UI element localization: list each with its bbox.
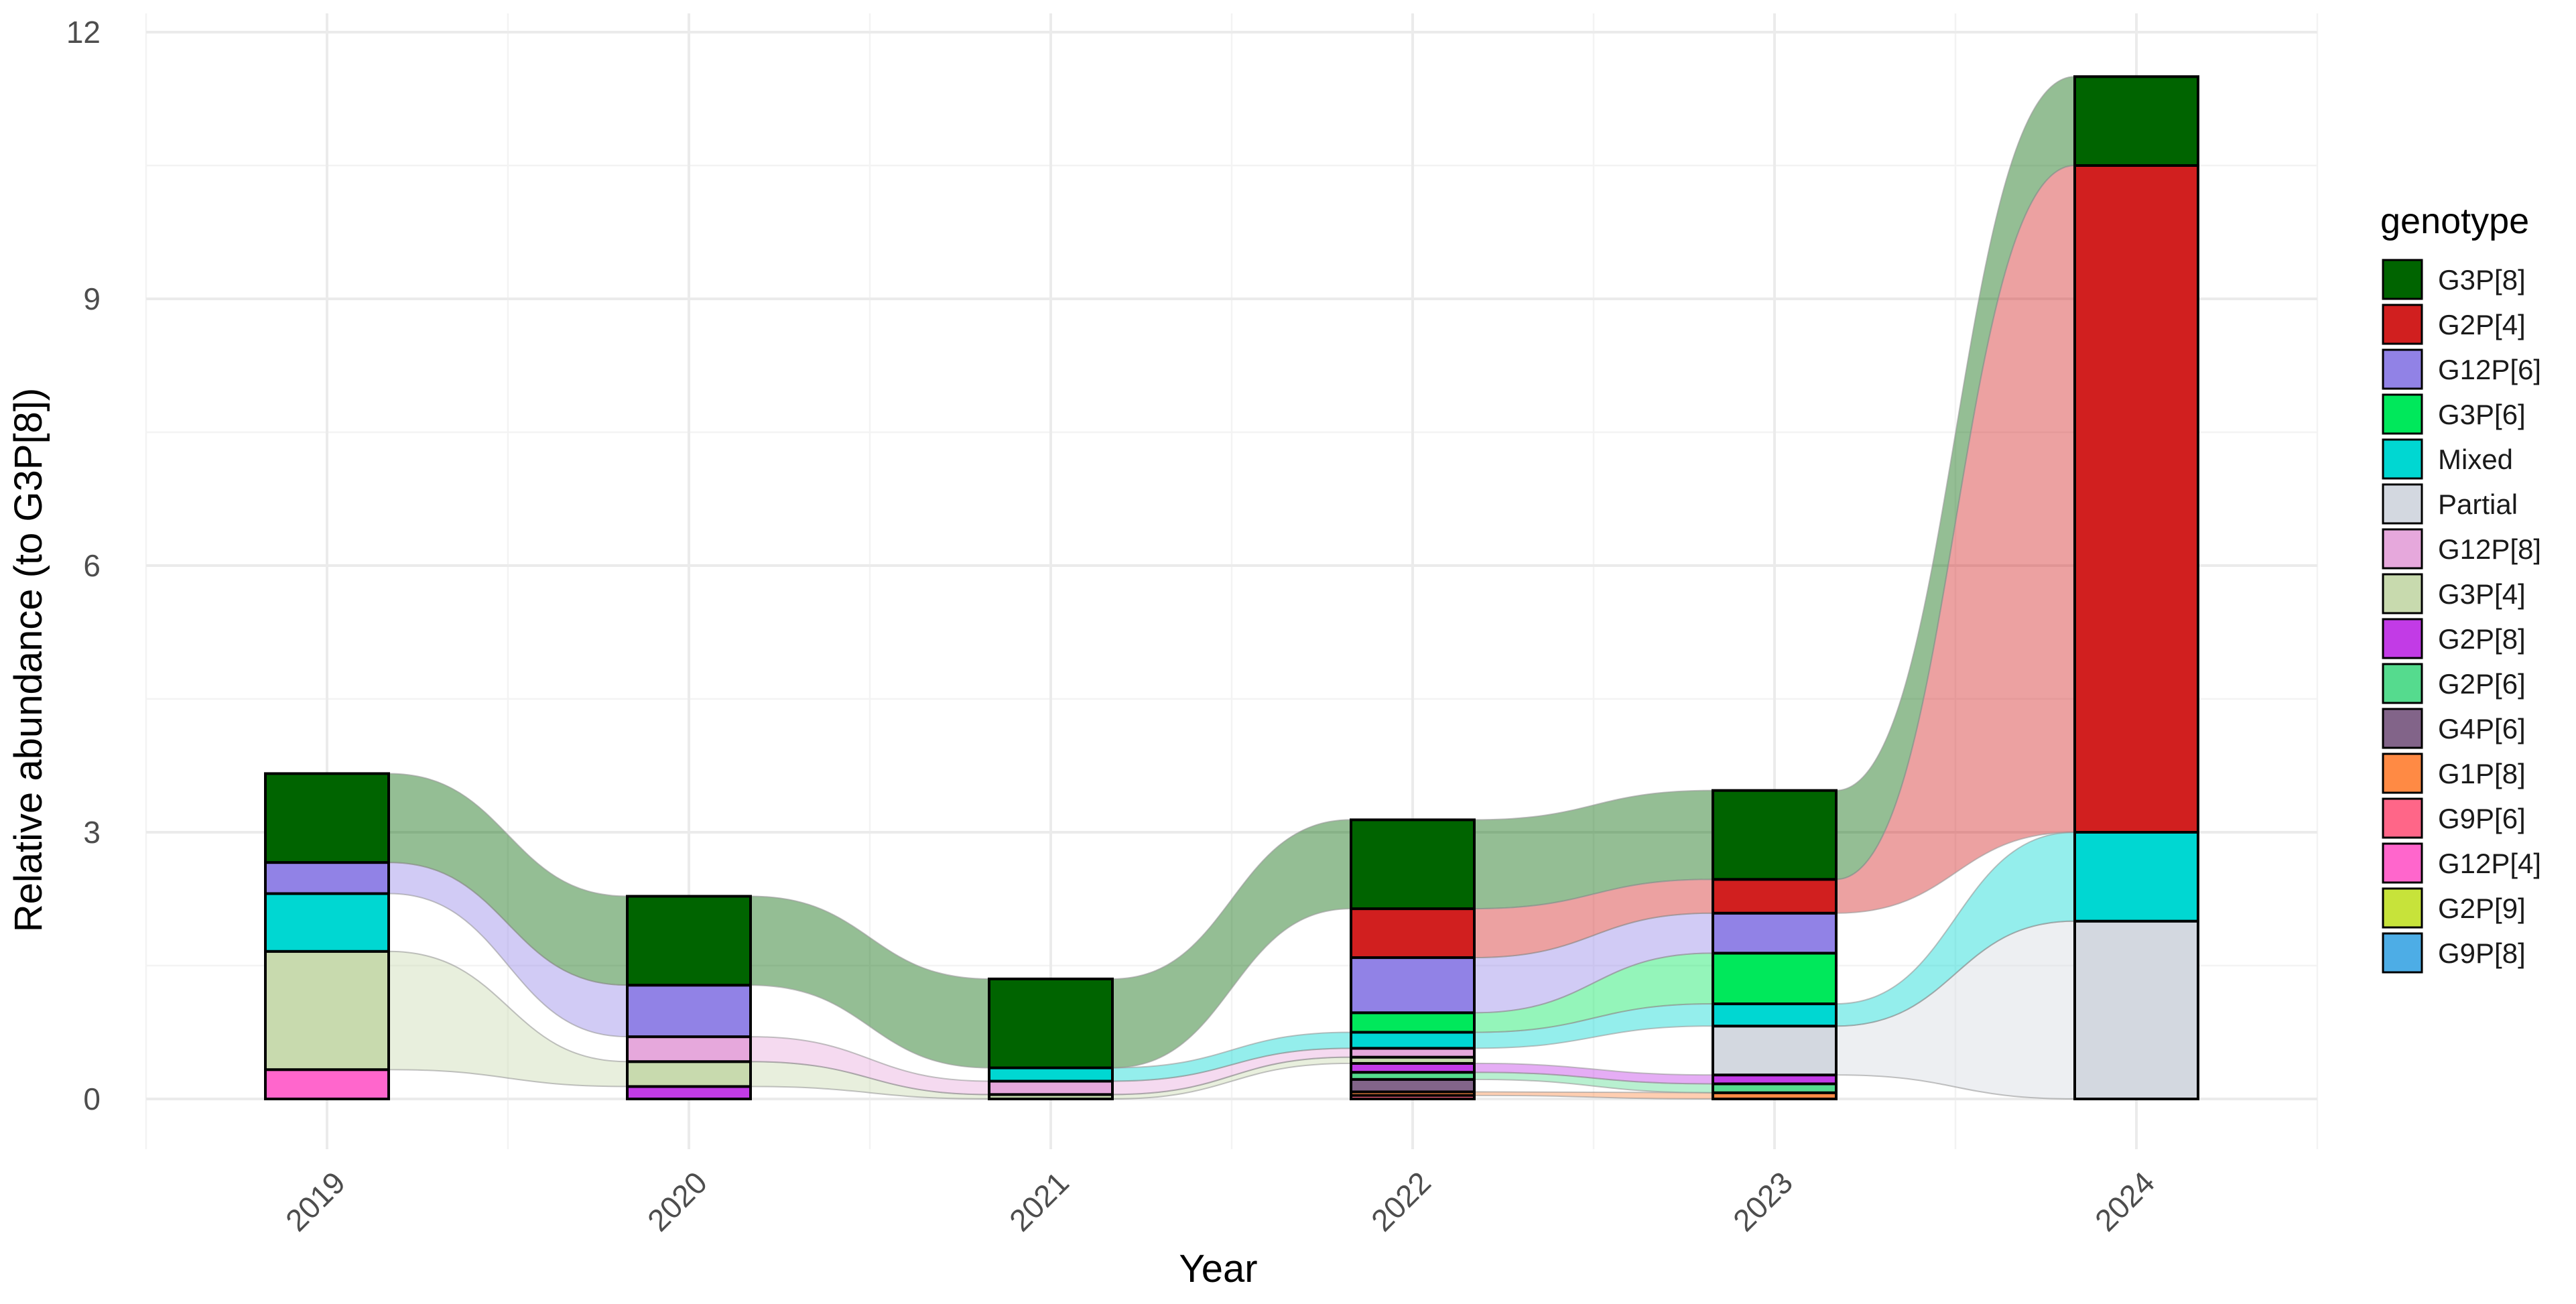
legend-swatch-G4P[6] [2382, 708, 2423, 749]
legend-label-G12P[6]: G12P[6] [2438, 354, 2541, 385]
y-tick-label: 3 [83, 815, 101, 850]
legend-swatch-G2P[4] [2382, 304, 2423, 345]
legend-swatch-G9P[6] [2382, 797, 2423, 839]
bar-segment-G3P[6]-2023 [1712, 952, 1838, 1006]
legend-swatch-G1P[8] [2382, 753, 2423, 794]
bar-segment-G3P[8]-2022 [1350, 818, 1476, 911]
legend-swatch-G12P[6] [2382, 348, 2423, 390]
legend-label-G2P[6]: G2P[6] [2438, 668, 2526, 700]
bar-segment-G2P[4]-2024 [2073, 164, 2199, 834]
legend-label-G9P[8]: G9P[8] [2438, 937, 2526, 969]
legend-label-G3P[6]: G3P[6] [2438, 399, 2526, 430]
bar-segment-G12P[6]-2023 [1712, 911, 1838, 955]
bar-segment-G3P[8]-2024 [2073, 75, 2199, 168]
legend-swatch-G12P[8] [2382, 528, 2423, 570]
legend-label-G3P[8]: G3P[8] [2438, 264, 2526, 296]
legend-label-Mixed: Mixed [2438, 444, 2513, 475]
y-axis-title: Relative abundance (to G3P[8]) [7, 388, 50, 932]
bar-segment-Mixed-2022 [1350, 1031, 1476, 1050]
bar-segment-G12P[4]-2019 [264, 1068, 390, 1100]
legend-label-G9P[6]: G9P[6] [2438, 803, 2526, 834]
legend-swatch-G2P[9] [2382, 887, 2423, 929]
legend-label-G1P[8]: G1P[8] [2438, 758, 2526, 789]
bar-segment-G3P[8]-2019 [264, 772, 390, 864]
bar-segment-G12P[8]-2020 [626, 1035, 752, 1063]
legend-swatch-G2P[6] [2382, 663, 2423, 704]
y-axis-ticks: 0 3 6 9 12 [66, 15, 101, 1116]
bar-segment-G3P[6]-2022 [1350, 1011, 1476, 1034]
legend-label-G4P[6]: G4P[6] [2438, 713, 2526, 744]
bar-segment-Mixed-2024 [2073, 831, 2199, 923]
legend-swatch-Mixed [2382, 438, 2423, 480]
y-tick-label: 0 [83, 1082, 101, 1116]
legend-swatch-G12P[4] [2382, 842, 2423, 884]
bar-segment-G4P[6]-2022 [1350, 1078, 1476, 1094]
bar-segment-G12P[6]-2020 [626, 984, 752, 1039]
bar-segment-G2P[4]-2023 [1712, 878, 1838, 915]
bar-segment-G3P[4]-2020 [626, 1060, 752, 1088]
legend-swatch-G3P[6] [2382, 393, 2423, 435]
bar-segment-G3P[4]-2019 [264, 950, 390, 1071]
legend-swatch-G3P[4] [2382, 573, 2423, 614]
legend-swatch-G3P[8] [2382, 259, 2423, 300]
alluvial-flows [388, 76, 2075, 1100]
legend-swatch-G9P[8] [2382, 932, 2423, 974]
bar-segment-G3P[8]-2020 [626, 895, 752, 987]
bar-segment-Partial-2023 [1712, 1025, 1838, 1077]
legend-label-G3P[4]: G3P[4] [2438, 578, 2526, 610]
bar-segment-Partial-2024 [2073, 919, 2199, 1100]
legend-swatch-Partial [2382, 483, 2423, 525]
bar-segment-G2P[8]-2020 [626, 1085, 752, 1100]
legend-swatch-G2P[8] [2382, 618, 2423, 659]
bar-segment-G12P[6]-2022 [1350, 956, 1476, 1015]
legend-label-G2P[4]: G2P[4] [2438, 309, 2526, 340]
stacked-bars [264, 75, 2199, 1101]
bar-segment-G12P[8]-2021 [988, 1080, 1114, 1096]
y-tick-label: 6 [83, 548, 101, 583]
legend-label-G12P[4]: G12P[4] [2438, 848, 2541, 879]
bar-segment-G2P[4]-2022 [1350, 907, 1476, 960]
x-axis-title: Year [1179, 1247, 1257, 1291]
bar-segment-Mixed-2021 [988, 1066, 1114, 1083]
bar-segment-Mixed-2019 [264, 892, 390, 953]
legend: genotype G3P[8] G2P[4] G12P[6] G3P[6] Mixed P… [2380, 201, 2541, 974]
bar-segment-Mixed-2023 [1712, 1002, 1838, 1028]
y-tick-label: 12 [66, 15, 101, 50]
bar-segment-G3P[8]-2023 [1712, 789, 1838, 881]
bar-segment-G12P[6]-2019 [264, 861, 390, 895]
legend-label-G2P[9]: G2P[9] [2438, 893, 2526, 924]
legend-label-G12P[8]: G12P[8] [2438, 533, 2541, 565]
legend-title: genotype [2380, 201, 2529, 241]
bar-segment-G3P[8]-2021 [988, 977, 1114, 1069]
y-tick-label: 9 [83, 281, 101, 316]
legend-label-G2P[8]: G2P[8] [2438, 623, 2526, 655]
legend-label-Partial: Partial [2438, 488, 2518, 520]
